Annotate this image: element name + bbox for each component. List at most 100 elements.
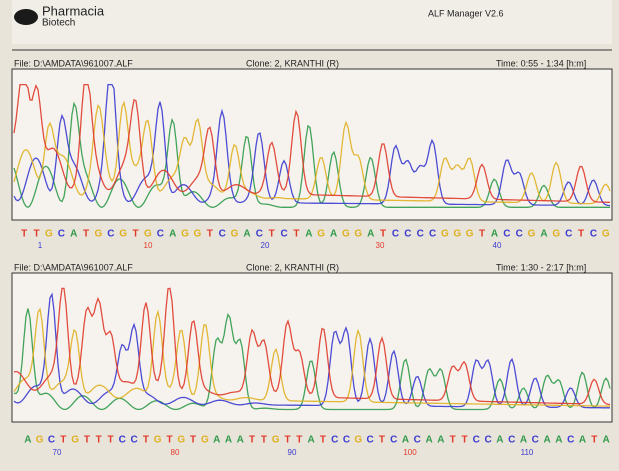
file-label: File: D:\AMDATA\961007.ALF: [14, 262, 133, 272]
logo-text: Pharmacia: [42, 3, 105, 18]
base-call: C: [473, 435, 480, 446]
base-call: C: [130, 435, 137, 446]
base-call: G: [36, 435, 44, 446]
base-call: G: [181, 229, 189, 240]
base-call: A: [579, 435, 586, 446]
base-call: C: [48, 435, 55, 446]
position-number: 30: [376, 241, 385, 250]
app-title: ALF Manager V2.6: [428, 8, 504, 18]
base-call: T: [96, 435, 102, 446]
clone-label: Clone: 2, KRANTHI (R): [246, 262, 339, 272]
base-call: C: [429, 229, 436, 240]
base-call: A: [307, 435, 314, 446]
base-call: G: [194, 229, 202, 240]
chromatogram-printout: Pharmacia Biotech ALF Manager V2.6 File:…: [0, 0, 619, 471]
base-call: G: [466, 229, 474, 240]
base-call: T: [166, 435, 172, 446]
base-call: A: [213, 435, 220, 446]
base-call: A: [237, 435, 244, 446]
base-call: G: [95, 229, 103, 240]
base-call: C: [331, 435, 338, 446]
position-number: 10: [144, 241, 153, 250]
base-call: A: [555, 435, 562, 446]
base-call: A: [520, 435, 527, 446]
position-number: 70: [53, 448, 62, 457]
base-call: A: [70, 229, 77, 240]
position-number: 40: [493, 241, 502, 250]
base-call: C: [157, 229, 164, 240]
base-call: T: [83, 229, 89, 240]
base-call: T: [461, 435, 467, 446]
logo-mark: [14, 9, 38, 25]
base-call: C: [392, 229, 399, 240]
base-call: C: [484, 435, 491, 446]
logo-text: Biotech: [42, 18, 75, 29]
base-call: G: [552, 229, 560, 240]
clone-label: Clone: 2, KRANTHI (R): [246, 58, 339, 68]
base-call: T: [190, 435, 196, 446]
base-call: T: [207, 229, 213, 240]
base-call: G: [453, 229, 461, 240]
base-call: A: [402, 435, 409, 446]
base-call: T: [591, 435, 597, 446]
base-call: C: [219, 229, 226, 240]
base-call: A: [491, 229, 498, 240]
base-call: T: [379, 435, 385, 446]
position-number: 80: [171, 448, 180, 457]
base-call: T: [380, 229, 386, 240]
base-call: G: [441, 229, 449, 240]
base-call: G: [354, 435, 362, 446]
base-call: T: [133, 229, 139, 240]
base-call: T: [107, 435, 113, 446]
base-call: A: [305, 229, 312, 240]
base-call: A: [496, 435, 503, 446]
base-call: C: [343, 435, 350, 446]
base-call: C: [390, 435, 397, 446]
base-call: C: [508, 435, 515, 446]
base-call: T: [34, 229, 40, 240]
base-call: T: [249, 435, 255, 446]
base-call: G: [354, 229, 362, 240]
position-number: 20: [261, 241, 270, 250]
base-call: C: [590, 229, 597, 240]
base-call: C: [58, 229, 65, 240]
base-call: T: [261, 435, 267, 446]
base-call: A: [24, 435, 31, 446]
position-number: 100: [403, 448, 417, 457]
position-number: 110: [521, 448, 534, 457]
base-call: C: [503, 229, 510, 240]
time-label: Time: 1:30 - 2:17 [h:m]: [496, 262, 586, 272]
base-call: G: [119, 229, 127, 240]
plot-frame: [12, 273, 612, 422]
base-call: C: [516, 229, 523, 240]
base-call: A: [243, 229, 250, 240]
base-call: G: [602, 229, 610, 240]
base-call: G: [231, 229, 239, 240]
base-call: T: [293, 229, 299, 240]
base-call: G: [144, 229, 152, 240]
base-call: A: [602, 435, 609, 446]
base-call: T: [60, 435, 66, 446]
base-call: T: [269, 229, 275, 240]
base-call: T: [296, 435, 302, 446]
base-call: G: [342, 229, 350, 240]
base-call: A: [425, 435, 432, 446]
base-call: A: [543, 435, 550, 446]
base-call: A: [367, 229, 374, 240]
base-call: T: [84, 435, 90, 446]
base-call: C: [565, 229, 572, 240]
base-call: C: [532, 435, 539, 446]
base-call: G: [317, 229, 325, 240]
base-call: T: [578, 229, 584, 240]
base-call: C: [404, 229, 411, 240]
base-call: C: [280, 229, 287, 240]
base-call: T: [284, 435, 290, 446]
position-number: 90: [288, 448, 297, 457]
base-call: C: [107, 229, 114, 240]
base-call: C: [417, 229, 424, 240]
base-call: G: [201, 435, 209, 446]
base-call: T: [21, 229, 27, 240]
base-call: T: [320, 435, 326, 446]
base-call: T: [450, 435, 456, 446]
time-label: Time: 0:55 - 1:34 [h:m]: [496, 58, 586, 68]
